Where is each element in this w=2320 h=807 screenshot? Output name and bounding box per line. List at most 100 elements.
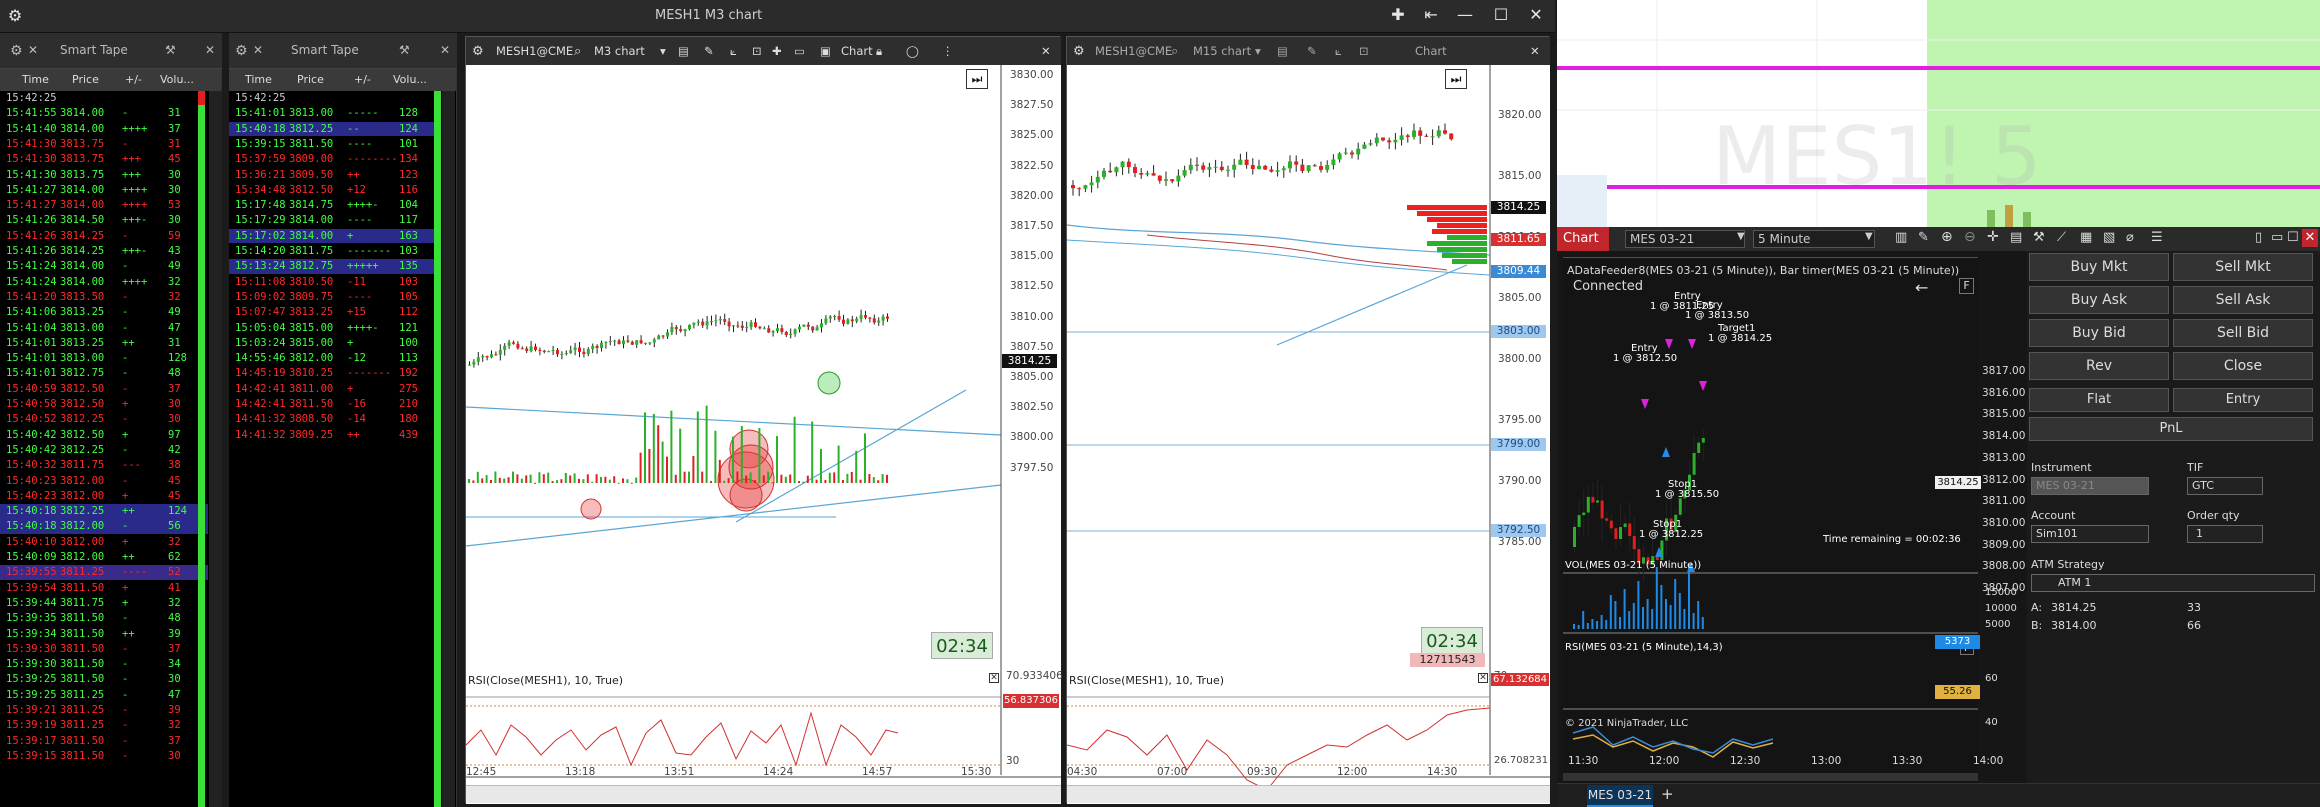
nt-minimize-icon[interactable]: ▭ (2271, 230, 2284, 245)
tape2-tools-icon[interactable]: ⚒ (399, 43, 410, 57)
close-position-button[interactable]: Close (2173, 352, 2313, 380)
flat-button[interactable]: Flat (2029, 388, 2169, 412)
nt-tools-icon[interactable]: ⚒ (2033, 230, 2045, 245)
chart-m3-close-icon[interactable]: ✕ (1041, 44, 1051, 58)
close-icon[interactable]: ✕ (1529, 5, 1543, 24)
nt-add-tab-icon[interactable]: + (1661, 785, 1674, 803)
chart-m3-canvas[interactable] (466, 65, 1061, 804)
tif-select[interactable]: GTC (2187, 477, 2263, 495)
nt-tile-icon[interactable]: ▯ (2255, 230, 2263, 245)
chart-m15-template-icon[interactable]: ⊡ (1359, 44, 1369, 58)
chart-m3-chart-button[interactable]: Chart (841, 44, 873, 58)
nt-attach-icon[interactable]: ⌀ (2126, 230, 2134, 245)
chart-m15-settings-icon[interactable]: ⚙ (1073, 44, 1085, 59)
settings-icon[interactable]: ⚙ (7, 6, 23, 25)
chart-m15-chart-button[interactable]: Chart (1415, 44, 1447, 58)
chart-m15-close-icon[interactable]: ✕ (1530, 44, 1540, 58)
tape2-scrollbar[interactable] (442, 91, 455, 807)
account-select[interactable]: Sim101 (2031, 525, 2149, 543)
chart-m3-indicator-icon[interactable]: ⟀ (730, 44, 737, 58)
chart-m3-period-dropdown-icon[interactable]: ▾ (660, 44, 666, 58)
chart-m3-period[interactable]: M3 chart (594, 44, 645, 58)
chart-m3-snapshot-icon[interactable]: ▣ (820, 44, 831, 58)
instrument-select[interactable]: MES 03-21 (2031, 477, 2149, 495)
tape2-close-left-icon[interactable]: ✕ (253, 43, 264, 57)
chart-m3-crosshair-icon[interactable]: ✚ (772, 44, 782, 58)
nt-period-dropdown-icon[interactable]: ▼ (1865, 231, 1873, 242)
chart-m15-jump-latest-icon[interactable]: ⏭ (1445, 69, 1467, 89)
col2-price[interactable]: Price (297, 73, 324, 86)
nt-scrollbar[interactable] (1563, 773, 1978, 781)
col-time[interactable]: Time (22, 73, 49, 86)
nt-crosshair-icon[interactable]: ✛ (1987, 229, 1999, 245)
tape-scrollbar[interactable] (209, 91, 222, 807)
maximize-icon[interactable]: ☐ (1493, 5, 1509, 24)
chart-m15-canvas[interactable] (1067, 65, 1550, 804)
reverse-button[interactable]: Rev (2029, 352, 2169, 380)
minimize-icon[interactable]: — (1457, 5, 1473, 24)
col-price[interactable]: Price (72, 73, 99, 86)
chart-m15-layout-icon[interactable]: ▤ (1277, 44, 1288, 58)
pin-icon[interactable]: ⇤ (1424, 5, 1438, 24)
chart-m3-rsi-close-icon[interactable]: ✕ (989, 673, 999, 683)
pnl-button[interactable]: PnL (2029, 417, 2313, 441)
tape-close-icon[interactable]: ✕ (205, 43, 216, 57)
add-icon[interactable]: ✚ (1391, 5, 1405, 24)
chart-m3-scrollbar[interactable] (466, 785, 1061, 803)
chart-m3-more-icon[interactable]: ⋮ (942, 44, 954, 58)
nt-maximize-icon[interactable]: ☐ (2287, 230, 2299, 245)
col2-volume[interactable]: Volu... (393, 73, 427, 86)
buy-bid-button[interactable]: Buy Bid (2029, 319, 2169, 347)
order-qty-input[interactable]: 1 (2187, 525, 2263, 543)
tape-settings-icon[interactable]: ⚙ (10, 43, 23, 59)
chart-m3-draw-icon[interactable]: ✎ (704, 44, 714, 58)
col2-time[interactable]: Time (245, 73, 272, 86)
nt-back-arrow-icon[interactable]: ← (1915, 278, 1929, 297)
chart-m15-indicator-icon[interactable]: ⟀ (1335, 44, 1342, 58)
chart-m15-draw-icon[interactable]: ✎ (1307, 44, 1317, 58)
nt-chart-canvas[interactable] (1563, 257, 1978, 797)
nt-chart-tab[interactable]: Chart (1557, 227, 1609, 251)
nt-zoom-in-icon[interactable]: ⊕ (1941, 229, 1953, 245)
tape2-close-icon[interactable]: ✕ (440, 43, 451, 57)
nt-period-select[interactable]: 5 Minute (1753, 230, 1875, 248)
chart-m3-settings-icon[interactable]: ⚙ (472, 44, 484, 59)
chart-m3-jump-latest-icon[interactable]: ⏭ (966, 69, 988, 89)
chart-m3-lock-icon[interactable]: 🔒︎ (876, 44, 883, 58)
nt-properties-icon[interactable]: ▤ (2010, 230, 2023, 245)
chart-m3-search-icon[interactable]: ⌕ (574, 44, 582, 59)
nt-strategy-icon[interactable]: ▦ (2080, 230, 2093, 245)
nt-close-icon[interactable]: ✕ (2302, 229, 2318, 247)
nt-indicator-icon[interactable]: ⟋ (2057, 230, 2067, 245)
buy-ask-button[interactable]: Buy Ask (2029, 286, 2169, 314)
nt-f-button[interactable]: F (1959, 278, 1974, 294)
nt-bars-icon[interactable]: ▥ (1895, 230, 1908, 245)
chart-m3-template-icon[interactable]: ⊡ (752, 44, 762, 58)
chart-m15-rsi-close-icon[interactable]: ✕ (1478, 673, 1488, 683)
tape2-settings-icon[interactable]: ⚙ (235, 43, 248, 59)
buy-market-button[interactable]: Buy Mkt (2029, 253, 2169, 281)
nt-zoom-out-icon[interactable]: ⊖ (1964, 229, 1976, 245)
sell-market-button[interactable]: Sell Mkt (2173, 253, 2313, 281)
nt-instrument-tab[interactable]: MES 03-21 (1587, 785, 1653, 807)
chart-m3-zoom-icon[interactable]: ▭ (794, 44, 805, 58)
chart-m15-search-icon[interactable]: ⌕ (1171, 44, 1179, 59)
tape-tools-icon[interactable]: ⚒ (165, 43, 176, 57)
col2-change[interactable]: +/- (354, 73, 371, 86)
entry-button[interactable]: Entry (2173, 388, 2313, 412)
chart-m3-layout-icon[interactable]: ▤ (678, 44, 689, 58)
nt-instrument-dropdown-icon[interactable]: ▼ (1737, 231, 1745, 242)
tape-close-left-icon[interactable]: ✕ (28, 43, 39, 57)
col-volume[interactable]: Volu... (160, 73, 194, 86)
atm-strategy-select[interactable]: ATM 1 (2031, 574, 2315, 592)
nt-instrument-select[interactable]: MES 03-21 (1625, 230, 1745, 248)
sell-ask-button[interactable]: Sell Ask (2173, 286, 2313, 314)
chart-m15-instrument[interactable]: MESH1@CME (1095, 44, 1173, 58)
chart-m3-instrument[interactable]: MESH1@CME (496, 44, 574, 58)
chart-m15-scrollbar[interactable] (1067, 785, 1550, 803)
col-change[interactable]: +/- (125, 73, 142, 86)
chart-m3-circle-icon[interactable]: ◯ (906, 44, 919, 58)
nt-draw-icon[interactable]: ✎ (1918, 230, 1929, 245)
sell-bid-button[interactable]: Sell Bid (2173, 319, 2313, 347)
chart-m15-period[interactable]: M15 chart (1193, 44, 1252, 58)
